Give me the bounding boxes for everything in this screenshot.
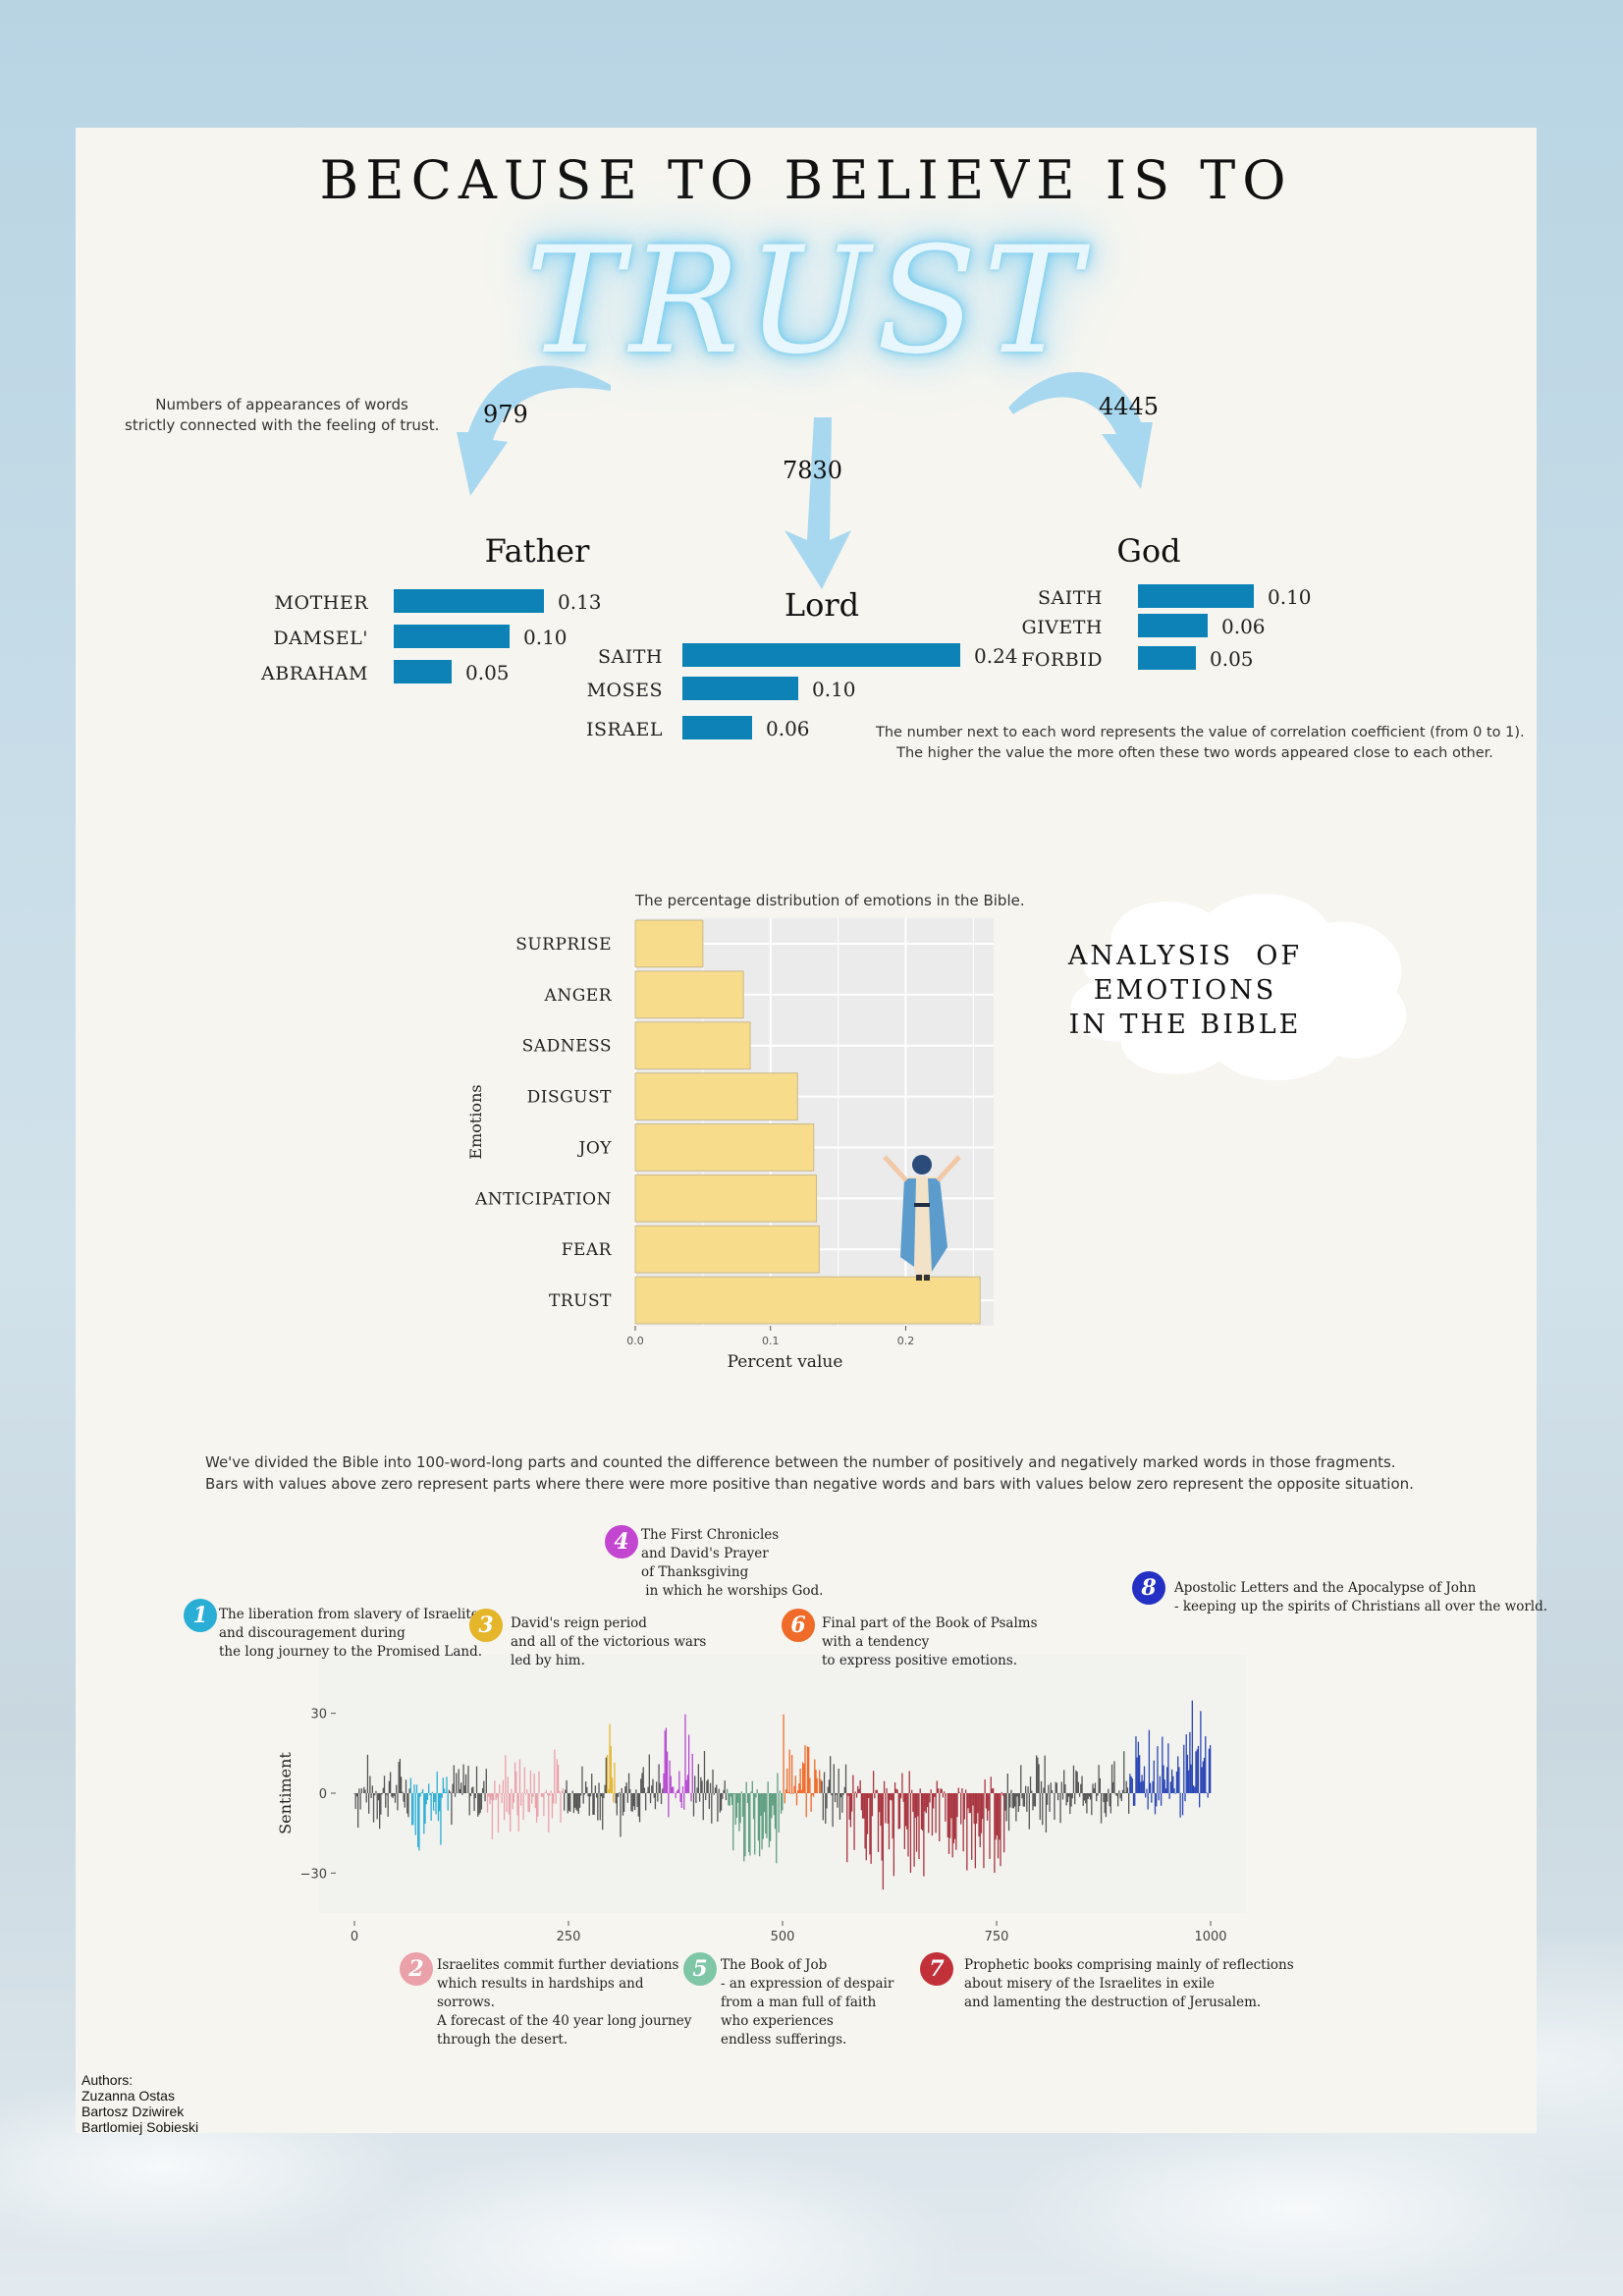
x-tick-label: 250: [557, 1930, 581, 1944]
emotion-label: SURPRISE: [515, 935, 612, 955]
lord-count: 7830: [783, 457, 843, 484]
emotion-label: TRUST: [549, 1291, 612, 1311]
emotion-bar: [634, 1123, 815, 1172]
father-heading: Father: [484, 532, 590, 570]
callout-text-2: Israelites commit further deviations whi…: [437, 1957, 692, 2048]
authors: Authors: Zuzanna Ostas Bartosz Dziwirek …: [81, 2072, 199, 2135]
poster-title: BECAUSE TO BELIEVE IS TO: [319, 149, 1293, 211]
emotion-label: FEAR: [562, 1240, 613, 1260]
x-tick-label: 0.0: [626, 1335, 644, 1347]
poster: BECAUSE TO BELIEVE IS TO TRUST Numbers o…: [76, 128, 1547, 2135]
x-tick-label: 750: [985, 1930, 1009, 1944]
callout-text-4: The First Chronicles and David's Prayer …: [641, 1527, 824, 1599]
word-value: 0.06: [1221, 615, 1266, 638]
y-tick-label: −30: [300, 1867, 327, 1882]
callout-badge-8: 8: [1132, 1571, 1165, 1605]
word-bar: [682, 716, 752, 739]
sentiment-chart: 30 0 −30 0 250 500 750 1000 Sentiment: [276, 1655, 1246, 1944]
word-label: ISRAEL: [585, 719, 663, 740]
word-bar: [682, 643, 960, 667]
god-heading: God: [1116, 532, 1181, 570]
callout-text-8: Apostolic Letters and the Apocalypse of …: [1174, 1580, 1548, 1614]
y-axis-label: Emotions: [466, 1084, 485, 1159]
callout-text-3: David's reign period and all of the vict…: [511, 1615, 707, 1668]
emotion-bar: [634, 1021, 751, 1070]
god-count: 4445: [1099, 393, 1160, 420]
x-tick-label: 0: [351, 1930, 358, 1944]
callout-badge-5: 5: [683, 1952, 717, 1986]
emotion-bar: [634, 970, 744, 1019]
emotion-bar: [634, 1276, 981, 1325]
x-tick-label: 1000: [1194, 1930, 1226, 1944]
word-value: 0.05: [1210, 647, 1254, 671]
word-value: 0.10: [812, 678, 856, 701]
arrow-center-icon: [784, 417, 851, 589]
word-bar: [394, 589, 544, 613]
emotion-label: SADNESS: [522, 1037, 612, 1057]
callout-badge-1: 1: [184, 1599, 217, 1632]
x-tick-label: 0.2: [897, 1335, 915, 1347]
callout-badge-3: 3: [469, 1609, 503, 1642]
arrow-left-icon: [457, 365, 611, 496]
word-value: 0.05: [465, 661, 510, 684]
word-label: SAITH: [598, 646, 663, 668]
sentiment-intro: We've divided the Bible into 100-word-lo…: [205, 1453, 1414, 1493]
callout-text-6: Final part of the Book of Psalms with a …: [822, 1615, 1038, 1668]
callout-text-7: Prophetic books comprising mainly of ref…: [964, 1957, 1294, 2010]
lord-heading: Lord: [784, 586, 860, 624]
emotion-label: ANTICIPATION: [474, 1189, 612, 1209]
trust-arrows: [457, 365, 1153, 589]
x-axis-label: Percent value: [728, 1352, 843, 1372]
word-label: MOTHER: [274, 592, 368, 614]
correlation-note: The number next to each word represents …: [876, 725, 1525, 761]
callout-badge-7: 7: [920, 1952, 953, 1986]
word-value: 0.10: [1268, 585, 1312, 609]
trust-neon-word: TRUST: [524, 216, 1088, 387]
callout-text-1: The liberation from slavery of Israelite…: [219, 1607, 486, 1660]
emotion-label: ANGER: [544, 986, 613, 1006]
word-bar: [1138, 614, 1208, 637]
word-label: MOSES: [586, 680, 663, 701]
callout-badge-4: 4: [605, 1525, 638, 1558]
emotion-bar: [634, 1174, 818, 1223]
callout-badge-2: 2: [400, 1952, 433, 1986]
word-bar: [1138, 584, 1254, 608]
emotion-bar: [634, 1072, 798, 1121]
analysis-cloud: [1070, 894, 1407, 1080]
y-tick-label: 0: [319, 1787, 327, 1802]
emotion-label: DISGUST: [527, 1088, 613, 1108]
appearances-note: Numbers of appearances of words strictly…: [125, 396, 440, 434]
word-label: DAMSEL': [273, 628, 368, 649]
praying-figure-icon: [883, 1155, 961, 1281]
word-bar: [394, 660, 452, 683]
callout-text-5: The Book of Job - an expression of despa…: [721, 1957, 894, 2048]
word-label: GIVETH: [1021, 617, 1103, 638]
callout-badge-6: 6: [782, 1609, 815, 1642]
y-axis-label: Sentiment: [276, 1752, 295, 1834]
word-bar: [394, 625, 510, 648]
sentiment-bars: [353, 1700, 1212, 1890]
word-label: SAITH: [1038, 587, 1103, 609]
x-tick-label: 500: [771, 1930, 795, 1944]
arrow-right-icon: [1008, 371, 1153, 489]
emotion-bar: [634, 1225, 820, 1274]
word-label: ABRAHAM: [261, 663, 368, 684]
emotion-label: JOY: [577, 1138, 613, 1158]
word-value: 0.06: [766, 717, 810, 740]
word-value: 0.10: [523, 626, 568, 649]
emotion-bar: [634, 919, 704, 968]
word-label: FORBID: [1021, 649, 1103, 671]
analysis-title: ANALYSIS OF EMOTIONS IN THE BIBLE: [1067, 941, 1303, 1040]
word-value: 0.13: [558, 590, 602, 614]
word-value: 0.24: [974, 644, 1018, 668]
father-count: 979: [483, 401, 528, 428]
x-tick-label: 0.1: [762, 1335, 780, 1347]
sentiment-plot-panel: [319, 1655, 1246, 1913]
word-bar: [682, 677, 798, 700]
cloud-shape-icon: [1070, 894, 1407, 1080]
y-tick-label: 30: [310, 1708, 327, 1722]
word-bar: [1138, 646, 1196, 670]
emotions-chart-title: The percentage distribution of emotions …: [634, 892, 1025, 909]
emotions-chart: The percentage distribution of emotions …: [466, 892, 1025, 1372]
